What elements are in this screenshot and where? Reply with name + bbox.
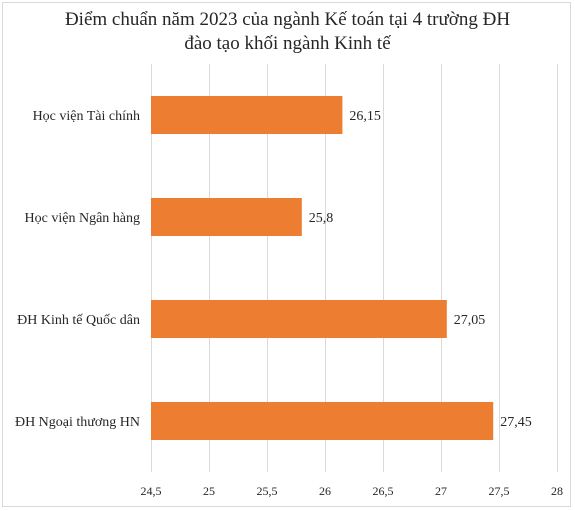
x-tick-labels: 24,5 25 25,5 26 26,5 27 27,5 28: [141, 484, 564, 498]
x-tick-label-7: 28: [551, 484, 563, 498]
x-tick-label-3: 26: [319, 484, 331, 498]
x-tick-label-5: 27: [435, 484, 447, 498]
bar-1: [151, 198, 302, 236]
chart-title: Điểm chuẩn năm 2023 của ngành Kế toán tạ…: [0, 8, 575, 56]
value-label-0: 26,15: [349, 109, 381, 124]
category-label-3: ĐH Ngoại thương HN: [15, 415, 140, 430]
value-labels: 26,15 25,8 27,05 27,45: [309, 109, 532, 430]
bars: [151, 96, 494, 440]
x-tick-label-4: 26,5: [373, 484, 394, 498]
bar-2: [151, 300, 447, 338]
value-label-2: 27,05: [454, 313, 486, 328]
chart-title-line-1: Điểm chuẩn năm 2023 của ngành Kế toán tạ…: [64, 9, 511, 30]
value-label-1: 25,8: [309, 211, 334, 226]
bar-3: [151, 402, 494, 440]
category-label-2: ĐH Kinh tế Quốc dân: [17, 313, 140, 328]
category-label-0: Học viện Tài chính: [33, 109, 140, 124]
chart-title-line-2: đào tạo khối ngành Kinh tế: [184, 33, 391, 54]
category-labels: Học viện Tài chính Học viện Ngân hàng ĐH K…: [15, 109, 140, 430]
x-tick-label-6: 27,5: [489, 484, 510, 498]
category-label-1: Học viện Ngân hàng: [25, 211, 140, 226]
x-tick-label-2: 25,5: [257, 484, 278, 498]
bar-0: [151, 96, 343, 134]
value-label-3: 27,45: [500, 415, 532, 430]
x-tick-label-0: 24,5: [141, 484, 162, 498]
x-tick-label-1: 25: [203, 484, 215, 498]
